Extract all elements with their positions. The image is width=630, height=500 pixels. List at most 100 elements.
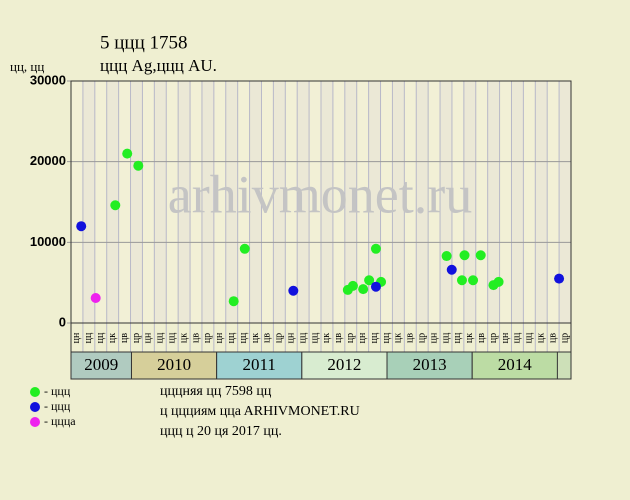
point [110,200,121,211]
period-label: цр [202,333,213,343]
column-band [368,81,381,323]
period-label: цн [143,332,154,343]
column-band [511,81,524,323]
point [364,275,375,286]
legend-label: - ццц [44,384,71,398]
period-label: цр [131,333,142,343]
point [456,275,467,286]
period-label: цк [393,333,404,343]
period-label: цр [559,333,570,343]
column-band [392,81,405,323]
period-label: цв [119,333,130,343]
point [347,280,358,291]
point [228,296,239,307]
period-label: цн [357,332,368,343]
point [133,160,144,171]
year-label: 2014 [498,355,533,374]
point [358,284,369,295]
point [90,292,101,303]
period-label: цк [250,333,261,343]
period-label: цц [440,332,451,343]
footer-line: цццняя цц 7598 цц [160,384,272,399]
column-band [344,81,357,323]
period-label: цц [452,332,463,343]
column-band [249,81,262,323]
period-label: цц [381,332,392,343]
point [493,276,504,287]
column-band [535,81,548,323]
column-band [321,81,333,323]
point [122,148,133,159]
point [446,264,457,275]
footer-line: ццц ц 20 ця 2017 цц. [160,424,282,439]
column-band [559,81,571,323]
year-band [301,351,388,380]
year-band [70,351,132,380]
period-label: цц [155,332,166,343]
legend-marker [30,402,40,412]
period-label: цн [428,332,439,343]
point [554,273,565,284]
point [76,221,87,232]
period-label: цц [297,332,308,343]
chart-subtitle: ццц Ag,ццц AU. [100,56,217,75]
year-band [471,351,558,380]
period-label: цв [333,333,344,343]
period-label: цк [321,333,332,343]
column-band [201,81,214,323]
period-label: цк [536,333,547,343]
period-label: цц [166,332,177,343]
year-label: 2012 [327,355,361,374]
column-band [487,81,500,323]
chart-title: 5 ццц 1758 [100,32,188,53]
watermark: arhivmonet.ru [168,164,472,224]
period-label: цр [416,333,427,343]
period-label: цц [83,332,94,343]
period-label: цц [512,332,523,343]
period-label: цн [286,332,297,343]
period-label: цц [524,332,535,343]
legend-marker [30,387,40,397]
y-axis-label: цц, цц [10,59,44,74]
legend-marker [30,417,40,427]
period-label: цр [274,333,285,343]
column-band [130,81,143,323]
column-band [297,81,310,323]
period-label: цк [464,333,475,343]
year-band [386,351,473,380]
point [468,275,479,286]
point [288,285,299,296]
period-label: цн [71,332,82,343]
point [370,243,381,254]
point [239,243,250,254]
period-label: цц [309,332,320,343]
period-label: цн [500,332,511,343]
year-band [130,351,218,380]
period-label: цк [107,333,118,343]
period-label: цв [476,333,487,343]
y-tick-label: 0 [59,314,66,329]
column-band [82,81,95,323]
period-label: цк [178,333,189,343]
period-label: цв [547,333,558,343]
period-label: цв [190,333,201,343]
point [370,281,381,292]
year-label: 2009 [84,355,118,374]
period-label: цц [238,332,249,343]
year-label: 2010 [157,355,191,374]
column-band [178,81,191,323]
y-tick-label: 20000 [30,153,66,168]
column-band [273,81,286,323]
period-label: цр [345,333,356,343]
footer-line: ц ццциям ццa ARHIVMONET.RU [160,404,360,419]
period-label: цр [488,333,499,343]
period-label: цц [95,332,106,343]
year-label: 2011 [243,355,276,374]
legend-label: - ццц [44,399,71,413]
column-band [154,81,167,323]
year-band [216,351,303,380]
period-label: цц [369,332,380,343]
y-tick-label: 30000 [30,72,66,87]
point [459,250,470,261]
